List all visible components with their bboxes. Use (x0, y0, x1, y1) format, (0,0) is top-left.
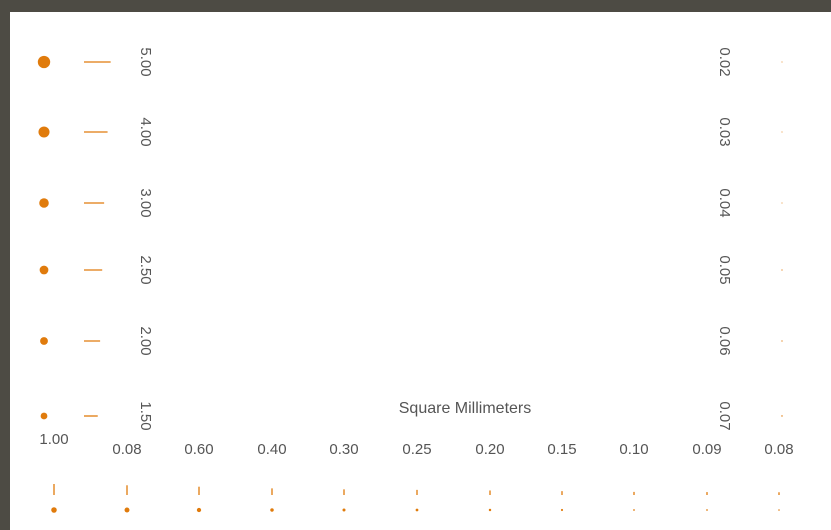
size-label: 0.20 (475, 441, 504, 458)
size-label: 0.03 (716, 117, 733, 146)
size-dot (39, 265, 49, 275)
size-dot (40, 337, 48, 345)
dot-size-chart: Square Millimeters 5.00 4.00 3.00 2.50 2.00 1… (37, 47, 794, 513)
size-label: 0.15 (547, 441, 576, 458)
size-label: 0.07 (716, 401, 733, 430)
size-label: 0.09 (692, 441, 721, 458)
size-label: 0.25 (402, 441, 431, 458)
size-dot (38, 126, 50, 138)
size-dot (781, 340, 783, 342)
chart-title: Square Millimeters (399, 400, 531, 417)
size-dot (415, 508, 419, 512)
size-dot (633, 509, 635, 511)
size-dot (778, 509, 780, 511)
size-label: 1.50 (137, 401, 154, 430)
size-label: 3.00 (137, 188, 154, 217)
size-label: 1.00 (39, 431, 68, 448)
size-dot (781, 269, 783, 271)
size-dot (781, 131, 783, 133)
size-dot (196, 507, 202, 513)
size-label: 0.08 (112, 441, 141, 458)
size-dot (37, 55, 51, 69)
size-dot (39, 198, 49, 208)
size-label: 0.04 (716, 188, 733, 217)
size-dot (781, 61, 783, 63)
size-dot (270, 508, 274, 512)
size-dot (560, 508, 564, 512)
size-dot (781, 415, 783, 417)
size-label: 0.05 (716, 255, 733, 284)
size-dot (124, 507, 130, 513)
size-label: 2.00 (137, 326, 154, 355)
size-label: 0.06 (716, 326, 733, 355)
size-label: 0.40 (257, 441, 286, 458)
size-dot (342, 508, 346, 512)
size-label: 5.00 (137, 47, 154, 76)
size-label: 0.08 (764, 441, 793, 458)
size-dot (781, 202, 783, 204)
sample-card: Square Millimeters 5.00 4.00 3.00 2.50 2.00 1… (10, 12, 831, 530)
size-label: 0.60 (184, 441, 213, 458)
size-dot (706, 509, 708, 511)
size-label: 0.10 (619, 441, 648, 458)
size-label: 4.00 (137, 117, 154, 146)
size-label: 0.02 (716, 47, 733, 76)
size-dot (488, 508, 492, 512)
size-label: 0.30 (329, 441, 358, 458)
size-dot (51, 507, 57, 513)
size-dot (40, 412, 48, 420)
size-label: 2.50 (137, 255, 154, 284)
